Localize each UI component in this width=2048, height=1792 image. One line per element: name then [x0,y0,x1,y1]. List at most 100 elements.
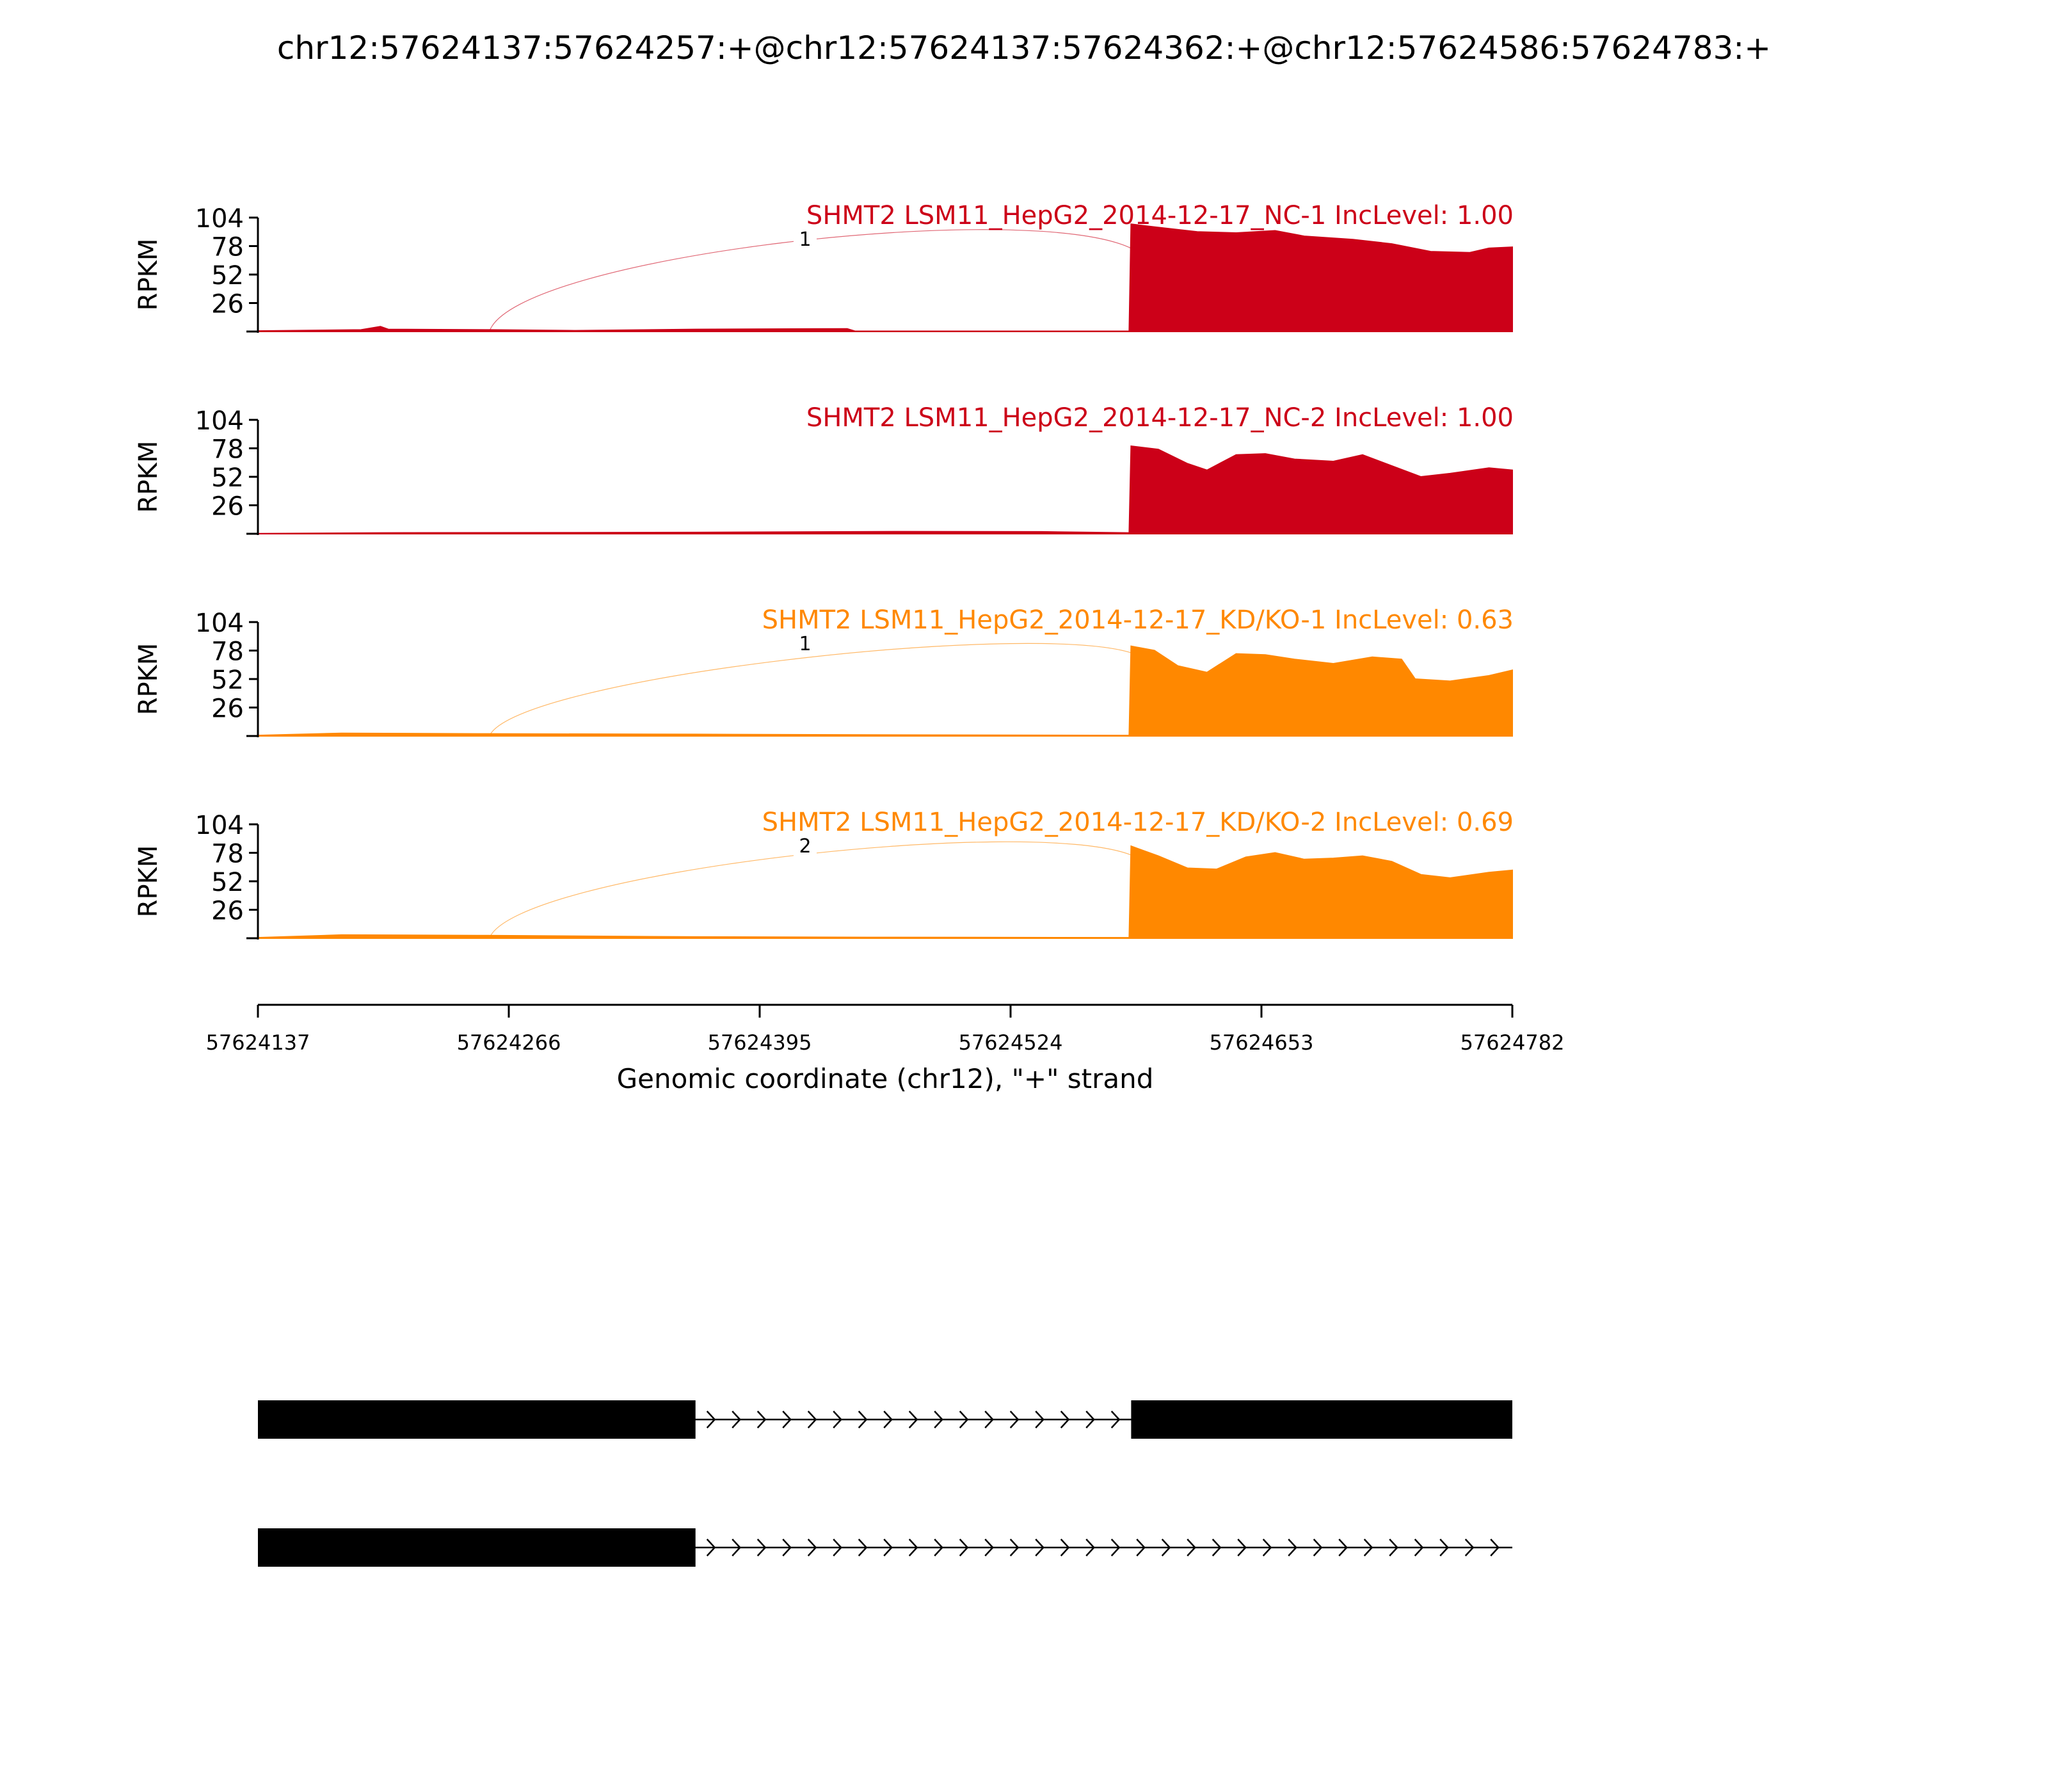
y-tick-label: 78 [211,233,244,262]
strand-chevron [959,1411,969,1428]
strand-chevron [883,1411,893,1428]
sample-label: SHMT2 LSM11_HepG2_2014-12-17_KD/KO-1 Inc… [762,605,1514,635]
strand-chevron [984,1411,994,1428]
isoform-structures [258,1400,1512,1567]
y-tick-label: 26 [211,694,244,724]
y-axis-label: RPKM [134,441,163,513]
strand-chevron [1060,1411,1070,1428]
strand-chevron [883,1539,893,1556]
y-tick-label: 104 [195,811,244,840]
coverage-area [257,845,1513,939]
strand-chevron [984,1539,994,1556]
junction-arc [489,643,1132,737]
strand-chevron [1262,1539,1272,1556]
y-tick-label: 26 [211,897,244,926]
genomic-x-axis: 57624137 57624266 57624395 57624524 57624653… [206,1004,1565,1094]
strand-chevron [1212,1539,1222,1556]
strand-chevron [833,1411,842,1428]
strand-chevron [1313,1539,1323,1556]
junction-count-label: 2 [799,835,811,858]
y-tick-label: 26 [211,492,244,522]
junction-count-label: 1 [799,633,811,655]
strand-chevron [1009,1411,1020,1428]
junction-label-bg [794,634,817,655]
exon-block [1131,1400,1512,1439]
strand-chevron [807,1411,817,1428]
strand-chevron [1363,1539,1373,1556]
strand-chevron [1136,1539,1146,1556]
sample-label: SHMT2 LSM11_HepG2_2014-12-17_NC-2 IncLev… [806,403,1514,433]
strand-chevron [1085,1411,1095,1428]
junction-label-bg [794,229,817,251]
strand-chevron [782,1539,792,1556]
x-tick-label: 57624266 [457,1030,561,1055]
strand-chevron [1060,1539,1070,1556]
figure-title: chr12:57624137:57624257:+@chr12:57624137… [277,29,1771,67]
strand-chevron [1085,1539,1095,1556]
strand-chevron [1035,1411,1044,1428]
y-axis-label: RPKM [134,845,163,918]
strand-chevron [1288,1539,1297,1556]
strand-chevron [908,1411,918,1428]
strand-chevron [1009,1539,1020,1556]
sample-label: SHMT2 LSM11_HepG2_2014-12-17_NC-1 IncLev… [806,201,1514,230]
strand-chevron [934,1411,943,1428]
y-tick-label: 78 [211,840,244,869]
y-tick-label: 52 [211,463,244,493]
strand-chevron [858,1411,868,1428]
strand-chevron [1490,1539,1500,1556]
x-tick-label: 57624782 [1460,1030,1565,1055]
strand-chevron [756,1539,767,1556]
x-tick-label: 57624395 [708,1030,812,1055]
coverage-area [257,445,1513,534]
strand-chevron [1237,1539,1247,1556]
exon-block [258,1528,696,1567]
x-tick-label: 57624524 [959,1030,1063,1055]
y-tick-label: 52 [211,261,244,291]
strand-chevron [908,1539,918,1556]
strand-chevron [706,1539,716,1556]
strand-chevron [1338,1539,1348,1556]
y-axis-label: RPKM [134,239,163,311]
strand-chevron [858,1539,868,1556]
x-axis-label: Genomic coordinate (chr12), "+" strand [617,1063,1154,1094]
strand-chevron [756,1411,767,1428]
y-tick-label: 104 [195,406,244,436]
y-tick-label: 78 [211,435,244,465]
strand-chevron [1110,1539,1121,1556]
y-tick-label: 78 [211,637,244,667]
strand-chevron [1389,1539,1398,1556]
coverage-area [257,645,1513,737]
strand-chevron [833,1539,842,1556]
junction-count-label: 1 [799,228,811,251]
strand-chevron [1110,1411,1121,1428]
isoform-track [258,1400,1512,1439]
strand-chevron [959,1539,969,1556]
coverage-area [257,223,1513,332]
strand-chevron [732,1411,741,1428]
strand-chevron [1035,1539,1044,1556]
strand-chevron [934,1539,943,1556]
strand-chevron [807,1539,817,1556]
strand-chevron [782,1411,792,1428]
y-axis-label: RPKM [134,643,163,716]
strand-chevron [1161,1539,1171,1556]
junction-label-bg [794,836,817,858]
strand-chevron [1464,1539,1475,1556]
junction-arc [489,841,1132,939]
y-tick-label: 104 [195,204,244,234]
junction-arc [489,229,1132,332]
strand-chevron [1439,1539,1449,1556]
y-tick-label: 52 [211,666,244,695]
strand-chevron [1414,1539,1424,1556]
isoform-track [258,1528,1512,1567]
x-tick-label: 57624653 [1210,1030,1314,1055]
strand-chevron [732,1539,741,1556]
exon-block [258,1400,696,1439]
y-tick-label: 52 [211,868,244,897]
